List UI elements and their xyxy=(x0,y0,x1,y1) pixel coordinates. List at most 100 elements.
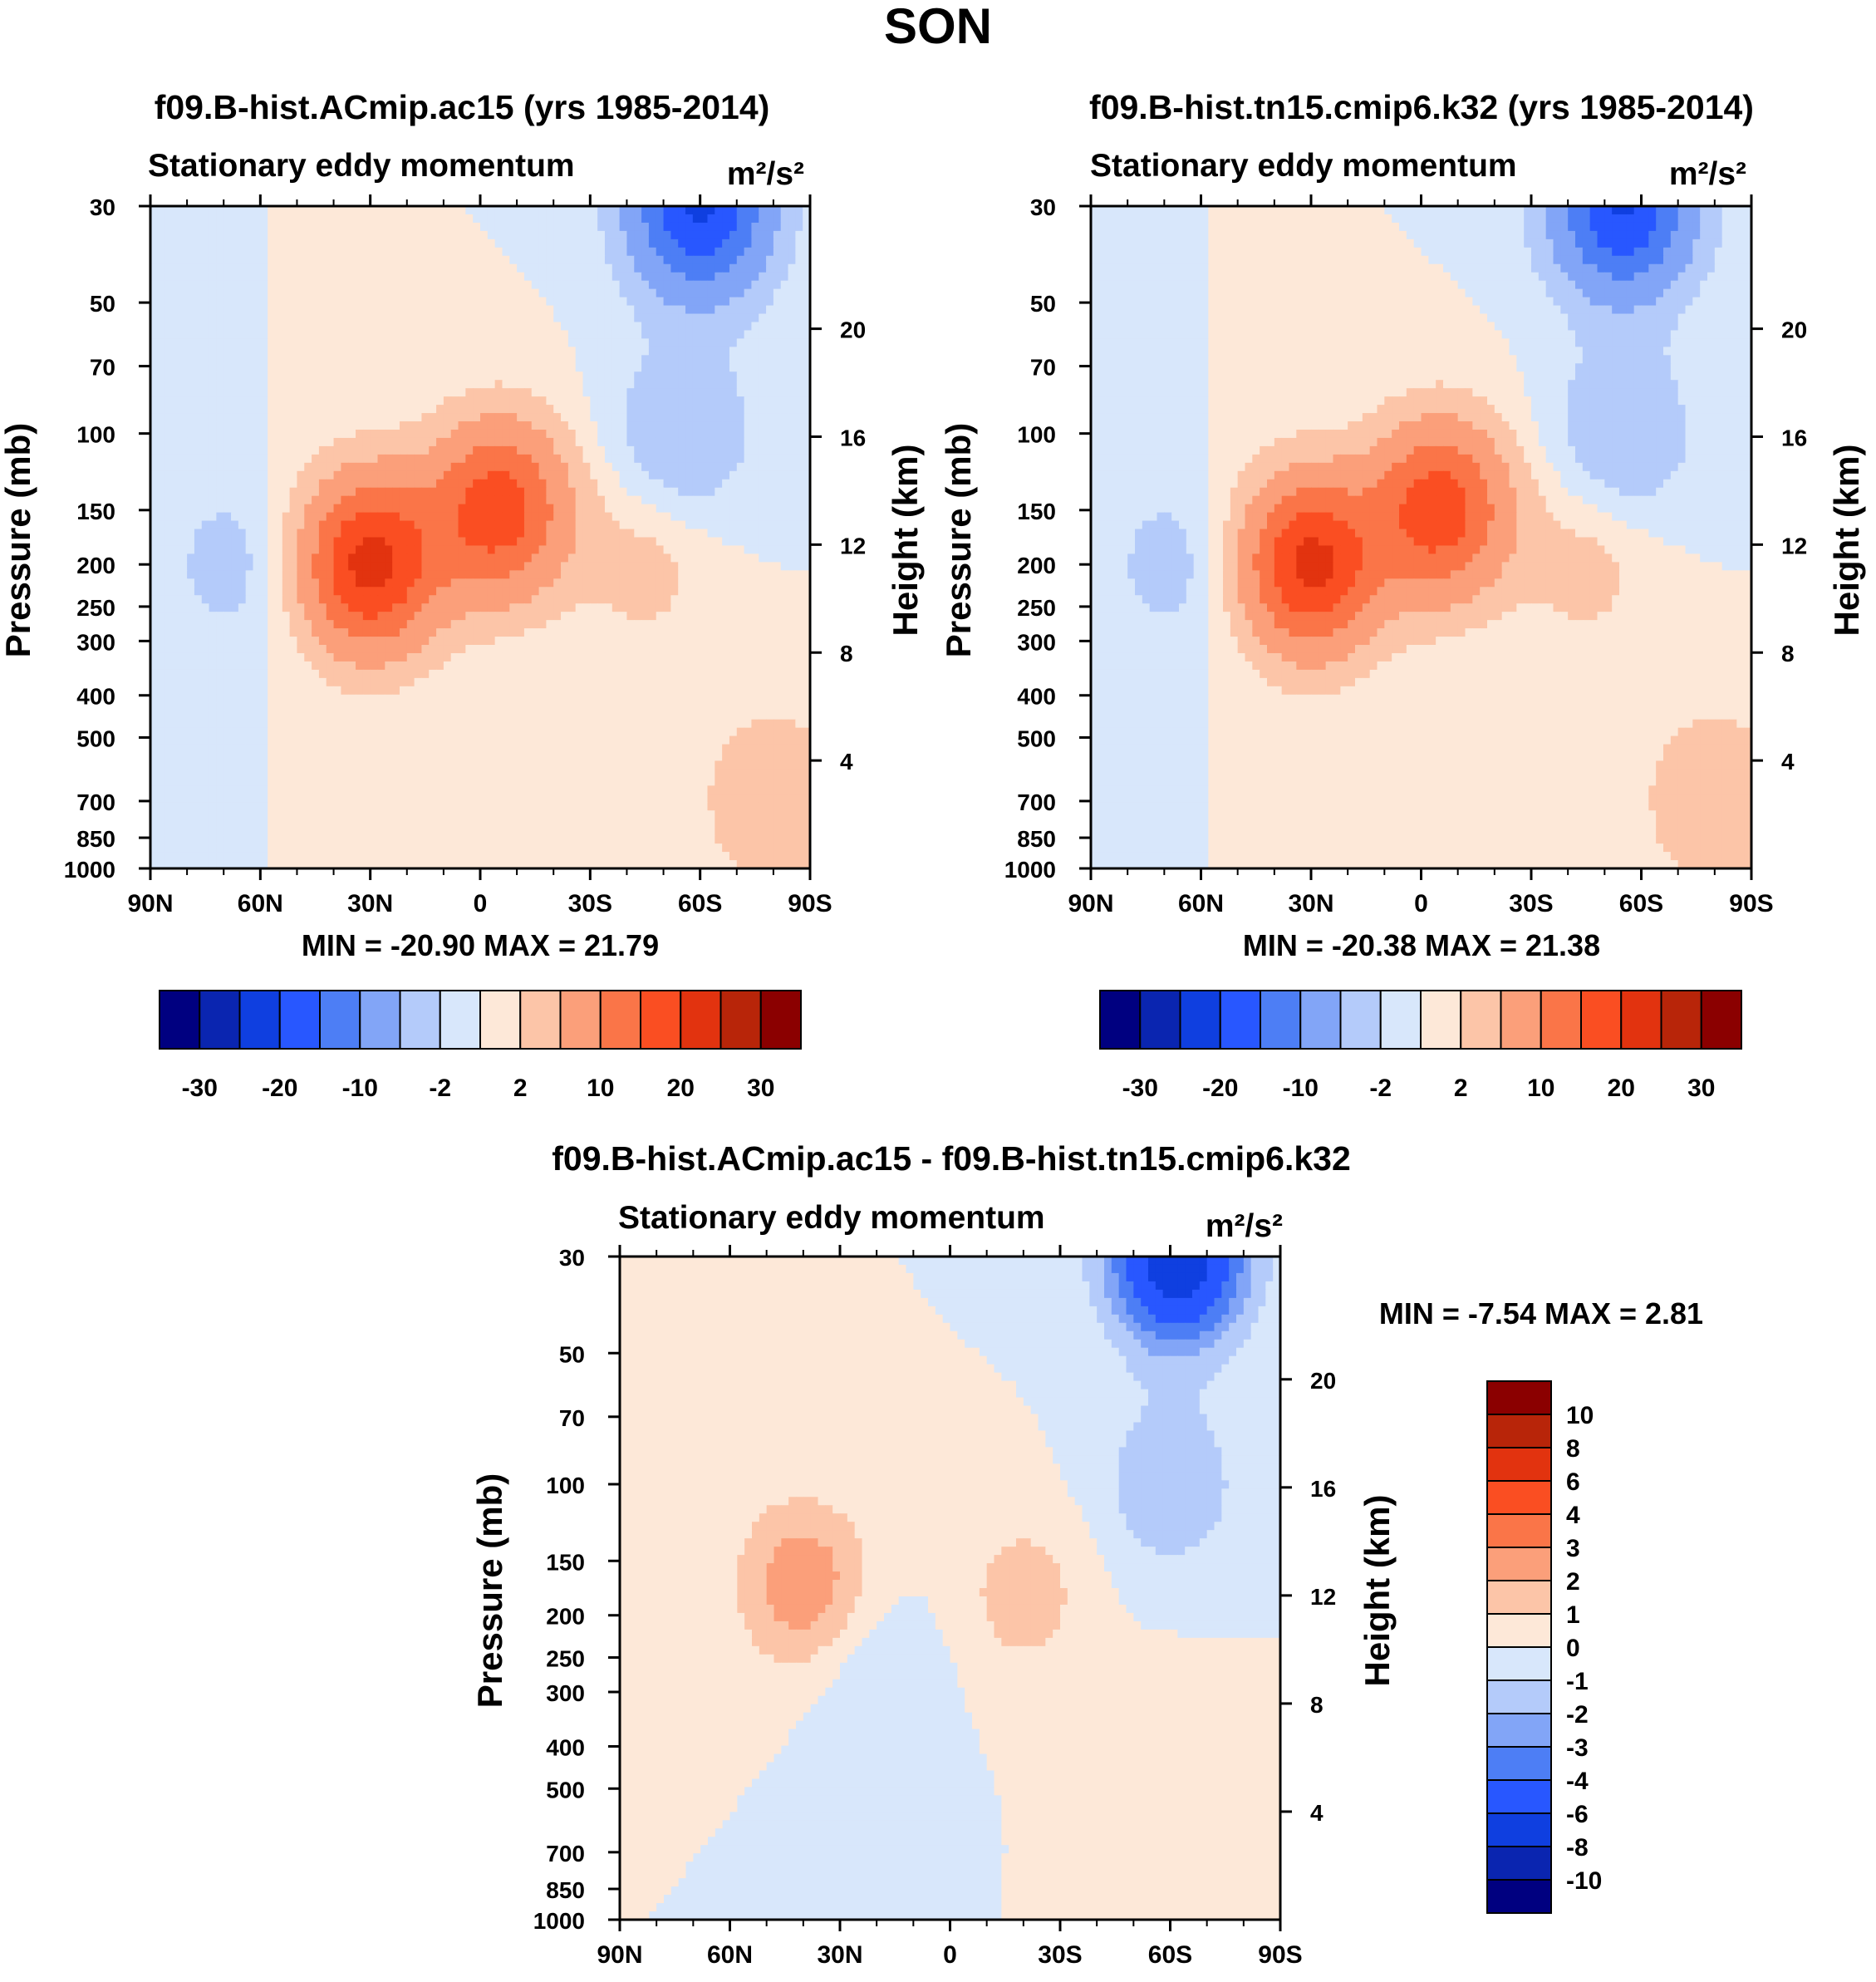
contour-cell xyxy=(268,248,275,257)
panel-1: f09.B-hist.ACmip.ac15 (yrs 1985-2014) St… xyxy=(0,88,925,1102)
contour-cell xyxy=(641,513,649,522)
contour-cell xyxy=(759,538,766,547)
contour-cell xyxy=(495,538,503,547)
contour-cell xyxy=(319,239,327,248)
contour-cell xyxy=(194,628,202,637)
contour-cell xyxy=(532,421,539,430)
contour-cell xyxy=(744,413,752,422)
contour-cell xyxy=(312,223,319,232)
contour-cell xyxy=(553,628,561,637)
contour-cell xyxy=(415,273,422,282)
contour-cell xyxy=(400,538,407,547)
contour-cell xyxy=(759,298,766,307)
contour-cell xyxy=(546,396,553,406)
contour-cell xyxy=(546,363,553,372)
contour-cell xyxy=(407,231,415,240)
contour-cell xyxy=(371,239,378,248)
contour-cell xyxy=(524,322,532,331)
contour-cell xyxy=(223,413,231,422)
contour-cell xyxy=(722,488,729,497)
contour-cell xyxy=(253,231,261,240)
contour-cell xyxy=(553,371,561,381)
contour-cell xyxy=(568,298,576,307)
contour-cell xyxy=(465,496,473,505)
contour-cell xyxy=(356,388,363,397)
contour-cell xyxy=(436,603,444,612)
contour-cell xyxy=(165,347,173,356)
contour-cell xyxy=(766,653,773,662)
contour-cell xyxy=(194,314,202,323)
contour-cell xyxy=(729,529,737,539)
contour-cell xyxy=(415,612,422,621)
contour-cell xyxy=(795,529,803,539)
contour-cell xyxy=(576,438,583,447)
contour-cell xyxy=(356,496,363,505)
contour-cell xyxy=(744,298,752,307)
contour-cell xyxy=(465,455,473,464)
contour-cell xyxy=(459,628,466,637)
contour-cell xyxy=(187,421,194,430)
contour-cell xyxy=(480,405,488,414)
contour-cell xyxy=(480,513,488,522)
contour-cell xyxy=(415,306,422,315)
contour-cell xyxy=(605,587,612,596)
contour-cell xyxy=(773,504,781,514)
contour-cell xyxy=(253,578,261,588)
contour-cell xyxy=(246,421,253,430)
contour-cell xyxy=(179,306,187,315)
contour-cell xyxy=(356,289,363,298)
contour-cell xyxy=(459,223,466,232)
contour-cell xyxy=(356,538,363,547)
contour-cell xyxy=(561,363,568,372)
contour-cell xyxy=(238,595,246,604)
contour-cell xyxy=(392,570,400,579)
contour-cell xyxy=(480,496,488,505)
contour-cell xyxy=(436,347,444,356)
contour-cell xyxy=(179,538,187,547)
contour-cell xyxy=(480,645,488,654)
contour-cell xyxy=(216,529,223,539)
contour-cell xyxy=(158,206,165,215)
contour-cell xyxy=(451,289,459,298)
contour-cell xyxy=(172,645,179,654)
contour-cell xyxy=(509,570,517,579)
contour-cell xyxy=(444,281,451,290)
contour-cell xyxy=(744,438,752,447)
contour-cell xyxy=(626,256,634,265)
contour-cell xyxy=(700,553,708,563)
contour-cell xyxy=(165,273,173,282)
contour-cell xyxy=(158,570,165,579)
contour-cell xyxy=(795,298,803,307)
contour-cell xyxy=(400,380,407,389)
contour-cell xyxy=(612,421,620,430)
contour-cell xyxy=(788,637,796,646)
contour-cell xyxy=(363,637,371,646)
contour-cell xyxy=(268,347,275,356)
contour-cell xyxy=(238,562,246,571)
contour-cell xyxy=(392,521,400,530)
contour-cell xyxy=(626,521,634,530)
contour-cell xyxy=(172,504,179,514)
contour-cell xyxy=(216,645,223,654)
contour-cell xyxy=(576,637,583,646)
contour-cell xyxy=(348,513,356,522)
contour-cell xyxy=(729,371,737,381)
contour-cell xyxy=(473,455,480,464)
contour-cell xyxy=(400,645,407,654)
contour-cell xyxy=(392,421,400,430)
contour-cell xyxy=(194,355,202,364)
contour-cell xyxy=(223,612,231,621)
contour-cell xyxy=(415,231,422,240)
contour-cell xyxy=(795,612,803,621)
contour-cell xyxy=(670,231,678,240)
contour-cell xyxy=(451,330,459,339)
contour-cell xyxy=(371,322,378,331)
contour-cell xyxy=(275,471,282,480)
contour-cell xyxy=(377,628,385,637)
contour-cell xyxy=(282,256,290,265)
contour-cell xyxy=(532,298,539,307)
contour-cell xyxy=(546,206,553,215)
contour-cell xyxy=(473,371,480,381)
contour-cell xyxy=(473,463,480,472)
contour-cell xyxy=(297,289,304,298)
